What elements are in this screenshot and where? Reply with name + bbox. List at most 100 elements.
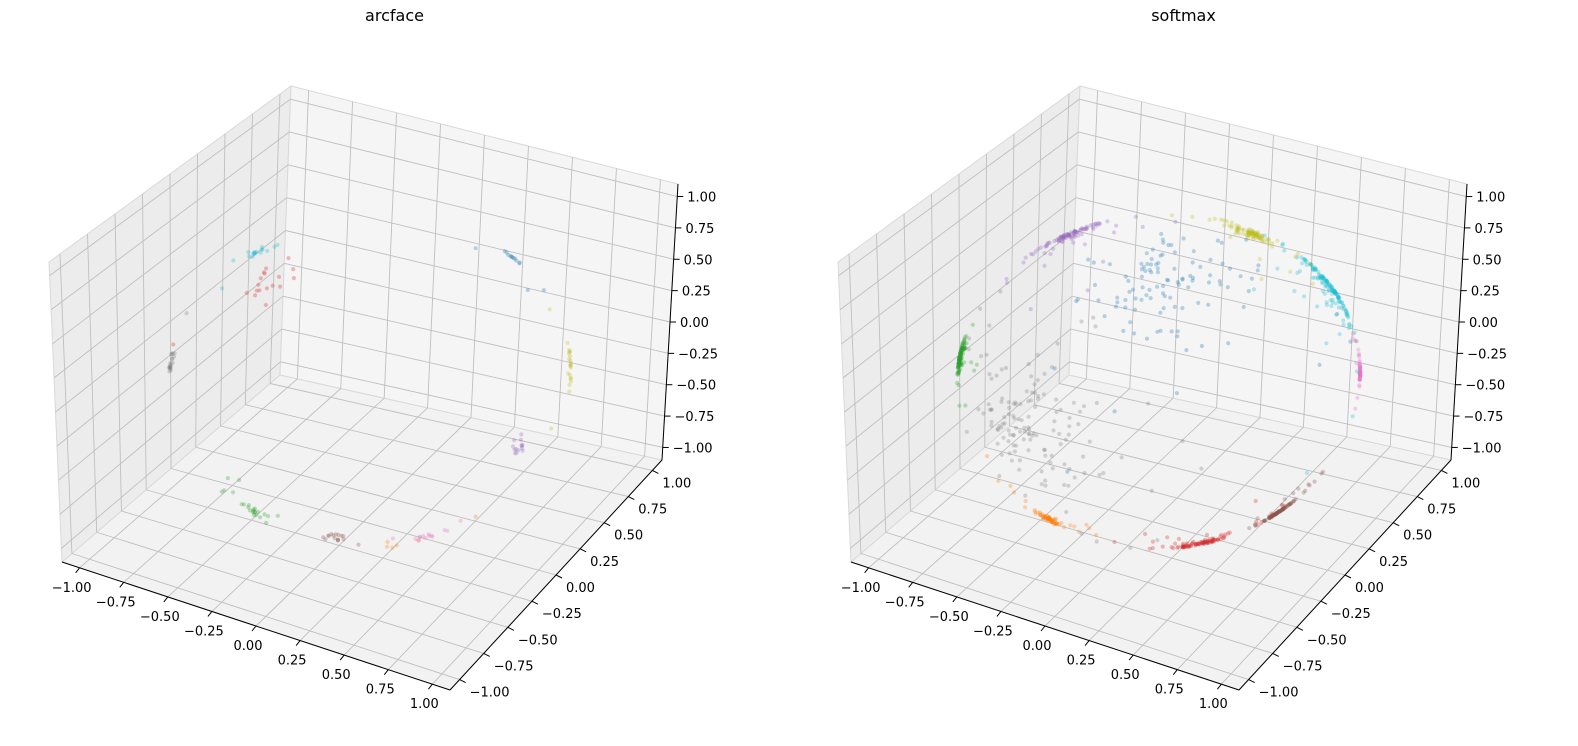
scatter-point xyxy=(1139,274,1144,279)
gridline xyxy=(557,157,573,437)
scatter-point xyxy=(1012,416,1017,421)
scatter-point xyxy=(1262,518,1267,523)
scatter-point xyxy=(1354,339,1359,344)
scatter-point xyxy=(1354,361,1359,366)
scatter-point xyxy=(1255,522,1260,527)
scatter-point xyxy=(251,512,256,518)
gridline xyxy=(513,146,529,428)
scatter-point xyxy=(220,286,225,291)
scatter-point xyxy=(1161,240,1166,245)
scatter-point xyxy=(1249,276,1254,281)
scatter-point xyxy=(1199,343,1204,349)
z-tick-label: −0.25 xyxy=(1467,347,1507,362)
scatter-point xyxy=(1248,231,1253,236)
gridline xyxy=(299,426,515,641)
scatter-point xyxy=(1064,232,1069,237)
scatter-point xyxy=(956,364,961,369)
scatter-point xyxy=(1269,514,1274,519)
scatter-point xyxy=(390,536,395,541)
scatter-point xyxy=(1046,240,1051,246)
scatter-point xyxy=(1112,409,1117,414)
scatter-point xyxy=(1358,373,1363,378)
scatter-point xyxy=(1313,267,1318,273)
scatter-point xyxy=(1246,229,1251,234)
scatter-point xyxy=(1072,228,1077,233)
scatter-point xyxy=(957,355,962,360)
scatter-point xyxy=(341,534,346,539)
scatter-point xyxy=(1042,514,1047,519)
scatter-point xyxy=(458,518,463,523)
scatter-point xyxy=(1315,304,1320,309)
scatter-point xyxy=(1132,307,1138,312)
scatter-point xyxy=(473,246,478,251)
scatter-point xyxy=(1191,539,1196,544)
gridline xyxy=(343,436,559,656)
scatter-point xyxy=(1357,371,1362,376)
scatter-point xyxy=(1271,513,1276,518)
scatter-point xyxy=(958,349,963,354)
scatter-point xyxy=(959,355,965,360)
scatter-point xyxy=(170,360,175,365)
scatter-point xyxy=(956,370,961,375)
scatter-point xyxy=(1272,511,1277,517)
scatter-point xyxy=(1067,234,1072,239)
gridline xyxy=(285,230,671,323)
scatter-point xyxy=(1234,226,1239,231)
scatter-point xyxy=(1210,539,1215,544)
scatter-point xyxy=(1007,405,1012,410)
scatter-point xyxy=(332,536,337,541)
scatter-point xyxy=(1204,540,1209,545)
scatter-point xyxy=(986,402,991,407)
scatter-point xyxy=(1069,235,1074,240)
scatter-point xyxy=(252,510,257,515)
scatter-point xyxy=(1318,276,1323,281)
scatter-point xyxy=(1267,516,1272,521)
scatter-point xyxy=(250,509,255,515)
scatter-point xyxy=(960,340,965,345)
scatter-point xyxy=(1071,240,1076,245)
scatter-point xyxy=(1052,366,1057,371)
scatter-point xyxy=(1046,517,1051,522)
scatter-point xyxy=(1061,233,1066,238)
scatter-point xyxy=(1254,231,1259,236)
scatter-point xyxy=(1308,262,1313,267)
scatter-point xyxy=(1354,369,1360,374)
scatter-point xyxy=(1017,467,1022,472)
scatter-point xyxy=(1158,310,1163,315)
scatter-point xyxy=(1004,280,1010,285)
scatter-point xyxy=(1244,232,1249,238)
scatter-point xyxy=(1357,358,1362,363)
scatter-point xyxy=(1040,514,1045,519)
y-tick-label: 0.00 xyxy=(566,581,595,596)
scatter-point xyxy=(259,244,265,249)
gridline xyxy=(53,197,288,379)
scatter-point xyxy=(1009,458,1014,463)
scatter-point xyxy=(264,520,269,526)
scatter-point xyxy=(1158,253,1163,258)
scatter-point xyxy=(1261,518,1266,524)
scatter-point xyxy=(1143,531,1148,537)
scatter-point xyxy=(1301,257,1306,262)
scatter-point xyxy=(1274,511,1279,516)
gridline xyxy=(289,131,676,229)
scatter-point xyxy=(335,537,340,542)
scatter-point xyxy=(251,251,256,256)
scatter-point xyxy=(1254,232,1260,237)
scatter-point xyxy=(1269,514,1274,520)
scatter-point xyxy=(1169,242,1174,248)
scatter-point xyxy=(1150,247,1155,252)
scatter-point xyxy=(1074,299,1079,304)
scatter-point xyxy=(1270,513,1275,518)
scatter-point xyxy=(1357,377,1362,382)
scatter-point xyxy=(568,365,574,370)
gridline xyxy=(1389,168,1406,447)
scatter-point xyxy=(1169,329,1174,334)
gridline xyxy=(959,468,1346,576)
scatter-point xyxy=(1092,282,1098,288)
scatter-point xyxy=(957,354,962,360)
scatter-point xyxy=(172,351,177,356)
scatter-point xyxy=(1053,519,1058,525)
scatter-point xyxy=(1291,491,1296,496)
scatter-point xyxy=(960,341,965,346)
scatter-point xyxy=(1062,462,1067,467)
